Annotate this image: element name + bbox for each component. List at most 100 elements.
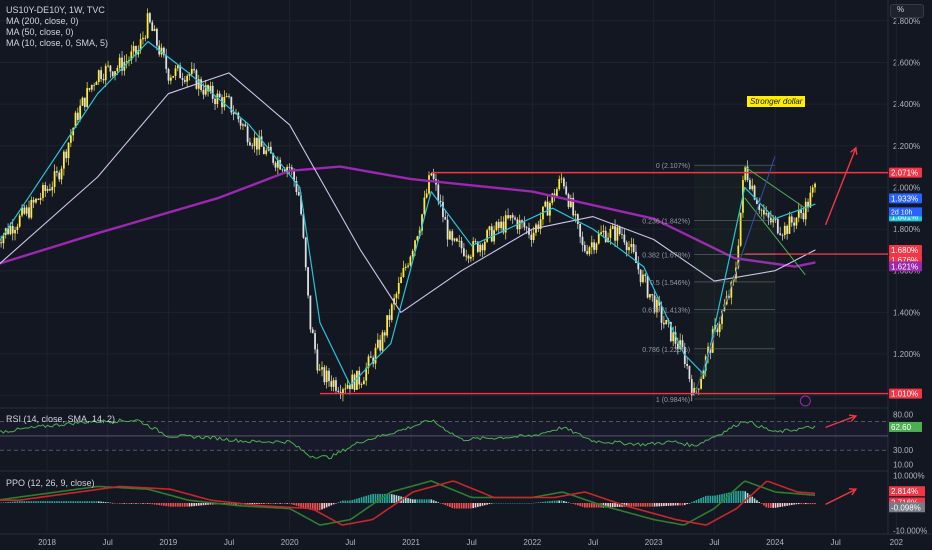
- stronger-dollar-note[interactable]: Stronger dollar: [747, 96, 806, 107]
- candle-body: [223, 96, 226, 108]
- ppo-histogram-bar: [330, 503, 333, 506]
- ppo-histogram-bar: [756, 500, 758, 503]
- ppo-histogram-bar: [570, 503, 572, 504]
- candle-body: [390, 304, 393, 320]
- candle-body: [574, 214, 577, 216]
- ppo-histogram-bar: [639, 503, 642, 507]
- main-legend: US10Y-DE10Y, 1W, TVC MA (200, close, 0) …: [6, 5, 108, 49]
- ppo-value-text: -0.098%: [891, 503, 921, 512]
- ma200-legend[interactable]: MA (200, close, 0): [6, 16, 79, 26]
- ppo-histogram-bar: [256, 503, 258, 504]
- ppo-histogram-bar: [509, 503, 512, 504]
- candle-body: [600, 232, 602, 234]
- time-tick-label: 2024: [766, 538, 784, 547]
- candle-body: [283, 169, 286, 172]
- ppo-tick-label: 10.000%: [893, 471, 925, 480]
- candle-body: [100, 70, 102, 80]
- ppo-histogram-bar: [42, 501, 44, 503]
- candle-body: [483, 241, 486, 251]
- candle-body: [672, 332, 675, 342]
- candle-body: [737, 245, 740, 268]
- candle-body: [2, 234, 5, 244]
- ppo-histogram-bar: [481, 503, 484, 506]
- ppo-legend[interactable]: PPO (12, 26, 9, close): [6, 478, 95, 489]
- ppo-histogram-bar: [263, 503, 265, 504]
- ma10-legend[interactable]: MA (10, close, 0, SMA, 5): [6, 38, 109, 48]
- candle-body: [167, 68, 170, 81]
- ppo-histogram-bar: [72, 501, 74, 503]
- candle-body: [125, 61, 128, 62]
- ppo-histogram-bar: [644, 503, 647, 507]
- ppo-histogram-bar: [560, 500, 563, 503]
- candle-body: [258, 136, 261, 150]
- unit-toggle-button[interactable]: %: [890, 4, 924, 18]
- candle-body: [532, 232, 535, 241]
- candle-body: [597, 233, 600, 244]
- candle-body: [690, 379, 693, 396]
- fib-level-label: 0.618 (1.413%): [642, 308, 690, 315]
- ppo-histogram-bar: [335, 503, 337, 504]
- candle-body: [288, 166, 291, 168]
- ppo-histogram-bar: [574, 503, 577, 505]
- time-tick-label: 2019: [159, 538, 177, 547]
- candle-body: [709, 346, 712, 353]
- candle-body: [88, 88, 91, 90]
- ppo-histogram-bar: [304, 503, 307, 509]
- ppo-histogram-bar: [558, 500, 561, 503]
- ppo-histogram-bar: [556, 500, 558, 503]
- ppo-histogram-bar: [593, 503, 595, 508]
- symbol-title[interactable]: US10Y-DE10Y, 1W, TVC: [6, 5, 105, 15]
- candle-body: [649, 294, 651, 298]
- candle-body: [109, 65, 112, 72]
- ppo-histogram-bar: [770, 503, 772, 508]
- ppo-histogram-bar: [723, 493, 726, 503]
- candle-body: [232, 112, 235, 115]
- candle-body: [14, 229, 16, 234]
- candle-body: [102, 79, 105, 81]
- ppo-histogram-bar: [274, 503, 277, 504]
- candle-body: [479, 244, 482, 252]
- candle-body: [351, 374, 354, 390]
- ppo-histogram-bar: [439, 503, 442, 504]
- ppo-histogram-bar: [628, 503, 630, 507]
- candle-body: [207, 85, 209, 92]
- ppo-histogram-bar: [302, 503, 305, 508]
- candle-body: [795, 217, 798, 226]
- candle-body: [769, 217, 772, 223]
- ppo-histogram-bar: [765, 503, 768, 508]
- candle-body: [637, 262, 640, 270]
- candle-body: [758, 203, 761, 210]
- candle-body: [72, 127, 75, 136]
- ppo-histogram-bar: [744, 491, 747, 503]
- candle-body: [95, 81, 98, 86]
- red-arrow-head: [848, 488, 858, 496]
- ppo-histogram-bar: [732, 491, 735, 503]
- candle-body: [260, 136, 263, 147]
- ppo-histogram-bar: [739, 490, 742, 503]
- ppo-histogram-bar: [537, 502, 540, 503]
- ppo-histogram-bar: [625, 503, 628, 507]
- candle-body: [642, 274, 644, 283]
- ppo-histogram-bar: [363, 496, 365, 503]
- candle-body: [9, 225, 12, 235]
- ppo-histogram-bar: [146, 503, 149, 504]
- ppo-histogram-bar: [423, 499, 426, 503]
- ppo-histogram-bar: [553, 500, 556, 503]
- price-tick-label: 2.200%: [893, 142, 920, 151]
- ppo-histogram-bar: [158, 503, 161, 506]
- candle-body: [35, 198, 37, 203]
- candle-body: [183, 79, 186, 82]
- price-label-box: [889, 261, 922, 272]
- ppo-histogram-bar: [495, 503, 498, 504]
- ppo-histogram-bar: [367, 495, 370, 503]
- ppo-histogram-bar: [449, 503, 451, 508]
- candle-body: [165, 55, 168, 69]
- candle-body: [246, 126, 249, 143]
- ma50-legend[interactable]: MA (50, close, 0): [6, 27, 74, 37]
- price-tick-label: 1.200%: [893, 350, 920, 359]
- rsi-legend[interactable]: RSI (14, close, SMA, 14, 2): [6, 414, 115, 425]
- ppo-histogram-bar: [32, 501, 35, 503]
- ppo-histogram-bar: [49, 501, 51, 503]
- ppo-histogram-bar: [88, 501, 91, 503]
